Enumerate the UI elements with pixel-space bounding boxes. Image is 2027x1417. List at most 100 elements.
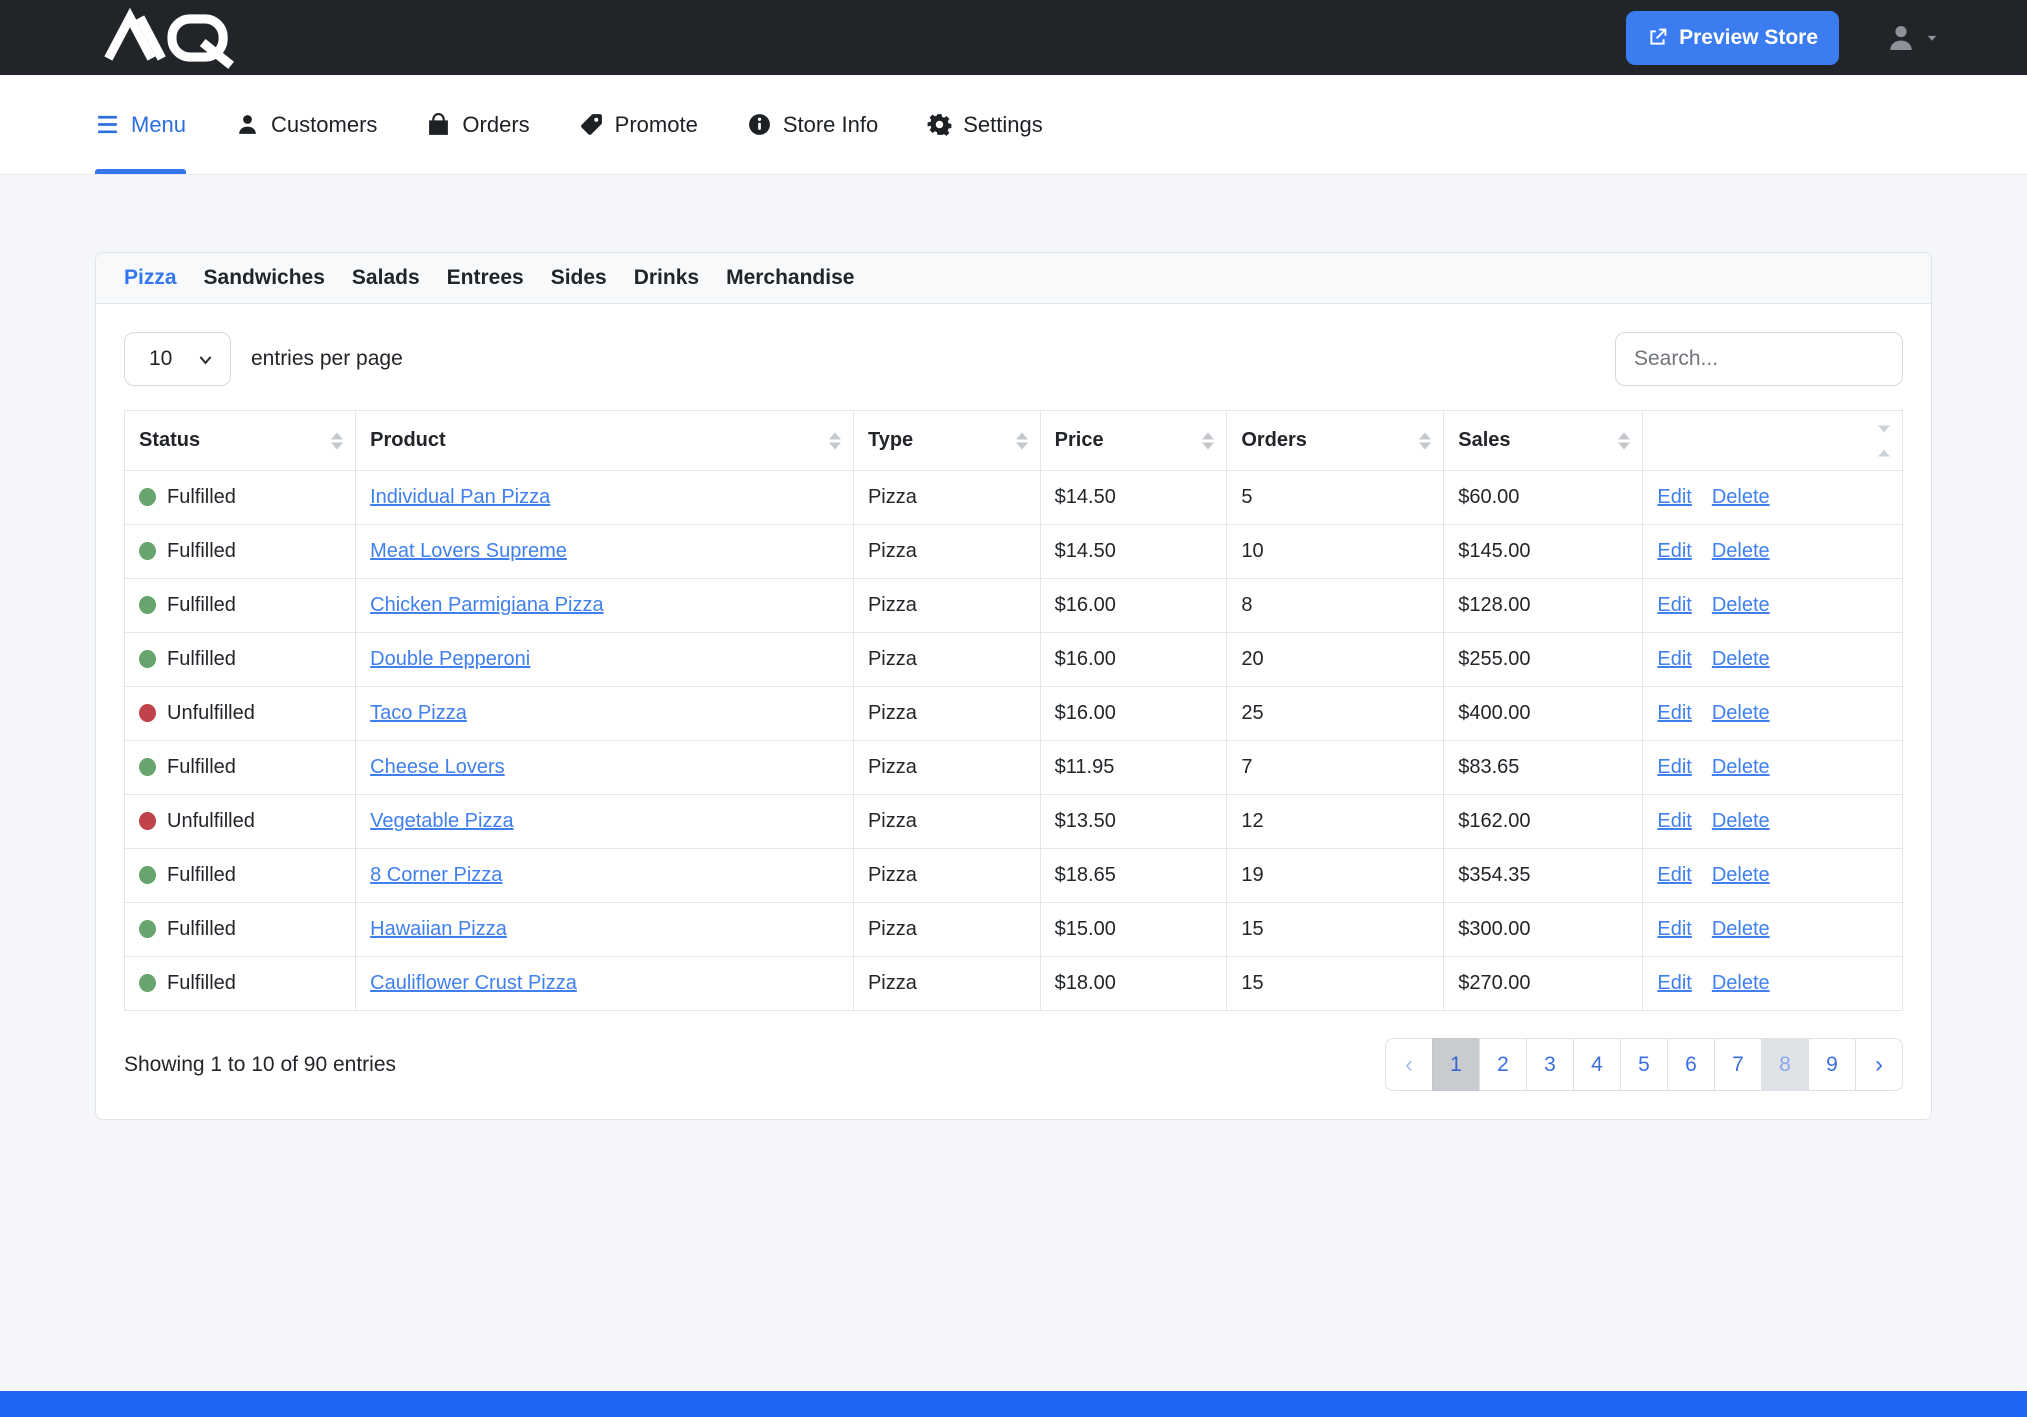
tab-sandwiches[interactable]: Sandwiches [203,266,325,289]
column-header-orders[interactable]: Orders [1226,410,1445,471]
column-header-price[interactable]: Price [1039,410,1228,471]
delete-link[interactable]: Delete [1711,594,1770,616]
edit-link[interactable]: Edit [1657,594,1692,616]
status-dot-fulfilled-icon [139,596,156,614]
pagination-page-6[interactable]: 6 [1667,1038,1715,1091]
product-cell: 8 Corner Pizza [355,848,854,903]
product-link[interactable]: 8 Corner Pizza [370,864,503,886]
pagination-page-1[interactable]: 1 [1432,1038,1480,1091]
column-header-actions[interactable] [1642,410,1903,471]
product-link[interactable]: Meat Lovers Supreme [370,540,567,562]
tab-merchandise[interactable]: Merchandise [726,266,855,289]
product-cell: Individual Pan Pizza [355,470,854,525]
edit-link[interactable]: Edit [1657,972,1692,994]
nav-item-promote[interactable]: Promote [579,75,698,174]
edit-link[interactable]: Edit [1657,540,1692,562]
product-link[interactable]: Vegetable Pizza [370,810,514,832]
status-label: Unfulfilled [167,810,255,832]
user-menu[interactable] [1885,22,1939,54]
orders-cell: 15 [1226,956,1445,1011]
delete-link[interactable]: Delete [1711,864,1770,886]
product-link[interactable]: Chicken Parmigiana Pizza [370,594,604,616]
topbar: Preview Store [0,0,2027,75]
delete-link[interactable]: Delete [1711,486,1770,508]
tab-drinks[interactable]: Drinks [633,266,700,289]
tab-sides[interactable]: Sides [550,266,607,289]
pagination-page-7[interactable]: 7 [1714,1038,1762,1091]
table-row: Unfulfilled Vegetable Pizza Pizza $13.50 12 $… [123,794,1903,849]
table-controls: 10 entries per page [124,332,1903,386]
search-input[interactable] [1615,332,1903,386]
status-label: Fulfilled [167,756,236,778]
product-cell: Vegetable Pizza [355,794,854,849]
column-label: Product [370,429,446,451]
product-link[interactable]: Cheese Lovers [370,756,505,778]
status-label: Fulfilled [167,594,236,616]
column-header-product[interactable]: Product [355,410,854,471]
delete-link[interactable]: Delete [1711,648,1770,670]
tab-salads[interactable]: Salads [351,266,420,289]
nav-item-store-info[interactable]: Store Info [747,75,878,174]
product-link[interactable]: Taco Pizza [370,702,467,724]
actions-cell: Edit Delete [1642,578,1903,633]
delete-link[interactable]: Delete [1711,810,1770,832]
type-cell: Pizza [852,848,1041,903]
brand-logo[interactable] [88,7,256,69]
edit-link[interactable]: Edit [1657,486,1692,508]
delete-link[interactable]: Delete [1711,540,1770,562]
tab-pizza[interactable]: Pizza [124,266,177,289]
edit-link[interactable]: Edit [1657,810,1692,832]
column-header-type[interactable]: Type [852,410,1041,471]
orders-cell: 20 [1226,632,1445,687]
preview-store-button[interactable]: Preview Store [1626,10,1839,65]
actions-cell: Edit Delete [1642,686,1903,741]
column-header-sales[interactable]: Sales [1443,410,1644,471]
product-link[interactable]: Double Pepperoni [370,648,531,670]
pagination-page-8[interactable]: 8 [1761,1038,1809,1091]
nav-item-label: Customers [271,111,378,137]
status-dot-fulfilled-icon [139,758,156,776]
nav-item-orders[interactable]: Orders [426,75,530,174]
pagination-page-2[interactable]: 2 [1479,1038,1527,1091]
pagination-page-4[interactable]: 4 [1573,1038,1621,1091]
caret-down-icon [1927,35,1937,41]
type-cell: Pizza [852,956,1041,1011]
product-link[interactable]: Individual Pan Pizza [370,486,551,508]
edit-link[interactable]: Edit [1657,918,1692,940]
delete-link[interactable]: Delete [1711,918,1770,940]
table-row: Fulfilled Double Pepperoni Pizza $16.00 20 $2… [123,632,1903,687]
nav-item-customers[interactable]: Customers [235,75,377,174]
aq-logo-icon [104,7,234,69]
edit-link[interactable]: Edit [1657,756,1692,778]
product-cell: Double Pepperoni [355,632,854,687]
pagination-page-5[interactable]: 5 [1620,1038,1668,1091]
pagination-page-9[interactable]: 9 [1808,1038,1856,1091]
tab-entrees[interactable]: Entrees [446,266,524,289]
delete-link[interactable]: Delete [1711,756,1770,778]
status-cell: Fulfilled [123,632,357,687]
column-label: Status [139,429,201,451]
pagination-prev-button[interactable]: ‹ [1385,1038,1433,1091]
pagination-page-3[interactable]: 3 [1526,1038,1574,1091]
pagination: ‹ 1 2 3 4 5 6 7 8 9 › [1385,1038,1903,1091]
edit-link[interactable]: Edit [1657,648,1692,670]
edit-link[interactable]: Edit [1657,702,1692,724]
sort-icon [331,432,344,449]
card-body: 10 entries per page Status Product Type Pri… [96,304,1931,1119]
delete-link[interactable]: Delete [1711,972,1770,994]
product-link[interactable]: Hawaiian Pizza [370,918,507,940]
pagination-next-button[interactable]: › [1855,1038,1903,1091]
status-label: Fulfilled [167,972,236,994]
nav-item-menu[interactable]: Menu [95,75,187,174]
delete-link[interactable]: Delete [1711,702,1770,724]
column-header-status[interactable]: Status [123,410,357,471]
product-link[interactable]: Cauliflower Crust Pizza [370,972,577,994]
status-label: Fulfilled [167,486,236,508]
edit-link[interactable]: Edit [1657,864,1692,886]
table-row: Fulfilled Cheese Lovers Pizza $11.95 7 $83.65… [123,740,1903,795]
table-row: Fulfilled Individual Pan Pizza Pizza $14.50… [123,470,1903,525]
actions-cell: Edit Delete [1642,794,1903,849]
nav-item-settings[interactable]: Settings [927,75,1043,174]
page-size-select[interactable]: 10 [124,332,231,386]
status-label: Fulfilled [167,918,236,940]
